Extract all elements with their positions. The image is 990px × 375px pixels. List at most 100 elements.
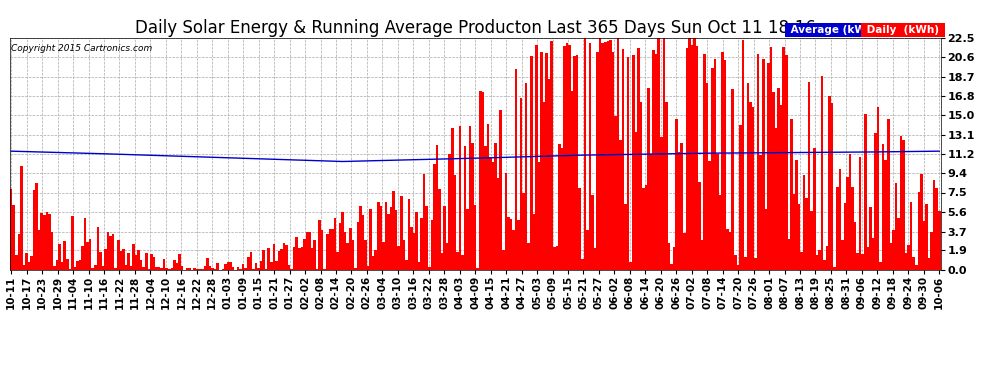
Bar <box>209 266 211 270</box>
Bar <box>415 212 418 270</box>
Bar <box>270 262 272 270</box>
Bar <box>102 266 104 270</box>
Bar <box>754 258 757 270</box>
Bar <box>120 251 122 270</box>
Bar <box>724 60 727 270</box>
Bar <box>28 262 31 270</box>
Bar <box>560 148 563 270</box>
Bar <box>18 234 20 270</box>
Bar <box>762 59 764 270</box>
Bar <box>647 88 649 270</box>
Title: Daily Solar Energy & Running Average Producton Last 365 Days Sun Oct 11 18:16: Daily Solar Energy & Running Average Pro… <box>135 20 816 38</box>
Bar <box>601 43 604 270</box>
Bar <box>785 54 787 270</box>
Bar <box>931 232 933 270</box>
Bar <box>168 268 170 270</box>
Bar <box>759 155 762 270</box>
Bar <box>313 240 316 270</box>
Text: Copyright 2015 Cartronics.com: Copyright 2015 Cartronics.com <box>11 45 152 54</box>
Bar <box>339 223 342 270</box>
Bar <box>709 161 711 270</box>
Bar <box>897 219 900 270</box>
Bar <box>43 215 46 270</box>
Bar <box>746 83 749 270</box>
Bar <box>578 188 581 270</box>
Bar <box>553 246 555 270</box>
Bar <box>571 91 573 270</box>
Bar <box>499 110 502 270</box>
Bar <box>533 214 536 270</box>
Bar <box>808 82 811 270</box>
Bar <box>104 249 107 270</box>
Bar <box>354 268 356 270</box>
Bar <box>543 102 545 270</box>
Bar <box>764 209 767 270</box>
Bar <box>224 264 227 270</box>
Bar <box>550 42 553 270</box>
Bar <box>248 257 249 270</box>
Bar <box>586 230 589 270</box>
Bar <box>772 92 775 270</box>
Bar <box>793 194 795 270</box>
Bar <box>767 63 769 270</box>
Bar <box>410 227 413 270</box>
Bar <box>175 263 178 270</box>
Bar <box>58 244 61 270</box>
Bar <box>915 264 918 270</box>
Bar <box>130 266 133 270</box>
Bar <box>581 259 583 270</box>
Bar <box>734 255 737 270</box>
Bar <box>117 240 120 270</box>
Bar <box>160 268 163 270</box>
Bar <box>293 247 295 270</box>
Bar <box>826 246 829 270</box>
Bar <box>476 268 479 270</box>
Bar <box>150 254 152 270</box>
Bar <box>252 269 254 270</box>
Text: Average (kWh): Average (kWh) <box>787 25 881 35</box>
Bar <box>290 269 293 270</box>
Bar <box>887 119 889 270</box>
Bar <box>49 214 50 270</box>
Bar <box>853 222 856 270</box>
Bar <box>523 193 525 270</box>
Bar <box>397 246 400 270</box>
Bar <box>565 43 568 270</box>
Bar <box>800 252 803 270</box>
Bar <box>214 269 217 270</box>
Bar <box>308 232 311 270</box>
Bar <box>879 261 882 270</box>
Bar <box>10 189 13 270</box>
Bar <box>311 248 313 270</box>
Bar <box>547 80 550 270</box>
Bar <box>688 38 691 270</box>
Bar <box>186 268 188 270</box>
Bar <box>423 174 426 270</box>
Bar <box>36 183 38 270</box>
Bar <box>487 124 489 270</box>
Bar <box>390 207 392 270</box>
Bar <box>803 176 806 270</box>
Bar <box>107 232 109 270</box>
Bar <box>426 206 428 270</box>
Bar <box>301 248 303 270</box>
Bar <box>510 219 512 270</box>
Bar <box>199 269 201 270</box>
Bar <box>839 169 842 270</box>
Bar <box>834 267 836 270</box>
Bar <box>568 45 571 270</box>
Bar <box>257 268 259 270</box>
Bar <box>831 103 834 270</box>
Bar <box>242 264 245 270</box>
Bar <box>780 105 782 270</box>
Bar <box>703 54 706 270</box>
Bar <box>63 240 66 270</box>
Bar <box>329 228 331 270</box>
Bar <box>851 188 853 270</box>
Bar <box>716 154 719 270</box>
Bar <box>757 54 759 270</box>
Bar <box>918 192 920 270</box>
Bar <box>512 230 515 270</box>
Bar <box>609 40 612 270</box>
Bar <box>367 266 369 270</box>
